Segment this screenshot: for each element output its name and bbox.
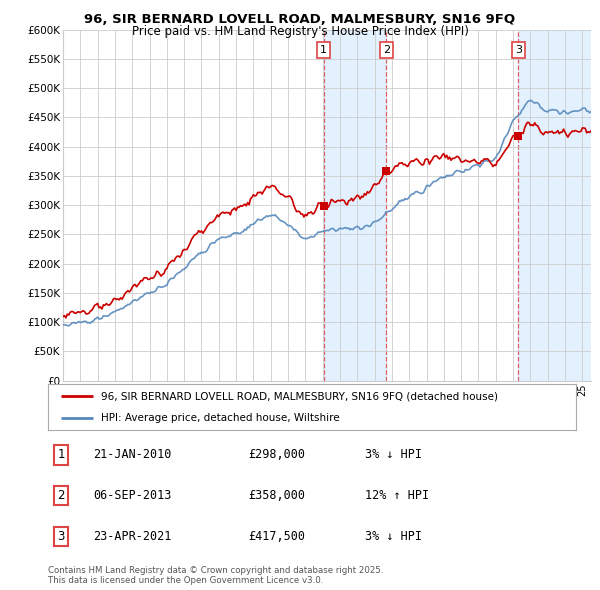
Text: 96, SIR BERNARD LOVELL ROAD, MALMESBURY, SN16 9FQ (detached house): 96, SIR BERNARD LOVELL ROAD, MALMESBURY,…	[101, 391, 498, 401]
Text: £298,000: £298,000	[248, 448, 305, 461]
Bar	[518, 30, 591, 381]
Text: 1: 1	[58, 448, 65, 461]
Text: 12% ↑ HPI: 12% ↑ HPI	[365, 489, 429, 502]
Text: 23-APR-2021: 23-APR-2021	[93, 530, 171, 543]
Bar	[323, 30, 386, 381]
Text: 3: 3	[58, 530, 65, 543]
Text: Price paid vs. HM Land Registry's House Price Index (HPI): Price paid vs. HM Land Registry's House …	[131, 25, 469, 38]
Text: 06-SEP-2013: 06-SEP-2013	[93, 489, 171, 502]
Text: £417,500: £417,500	[248, 530, 305, 543]
Text: 2: 2	[383, 45, 390, 55]
Text: £358,000: £358,000	[248, 489, 305, 502]
Text: 3% ↓ HPI: 3% ↓ HPI	[365, 530, 422, 543]
Text: 96, SIR BERNARD LOVELL ROAD, MALMESBURY, SN16 9FQ: 96, SIR BERNARD LOVELL ROAD, MALMESBURY,…	[85, 13, 515, 26]
Text: 2: 2	[58, 489, 65, 502]
Text: 1: 1	[320, 45, 327, 55]
Text: HPI: Average price, detached house, Wiltshire: HPI: Average price, detached house, Wilt…	[101, 413, 340, 423]
Text: Contains HM Land Registry data © Crown copyright and database right 2025.
This d: Contains HM Land Registry data © Crown c…	[48, 566, 383, 585]
Text: 21-JAN-2010: 21-JAN-2010	[93, 448, 171, 461]
Text: 3% ↓ HPI: 3% ↓ HPI	[365, 448, 422, 461]
Text: 3: 3	[515, 45, 522, 55]
